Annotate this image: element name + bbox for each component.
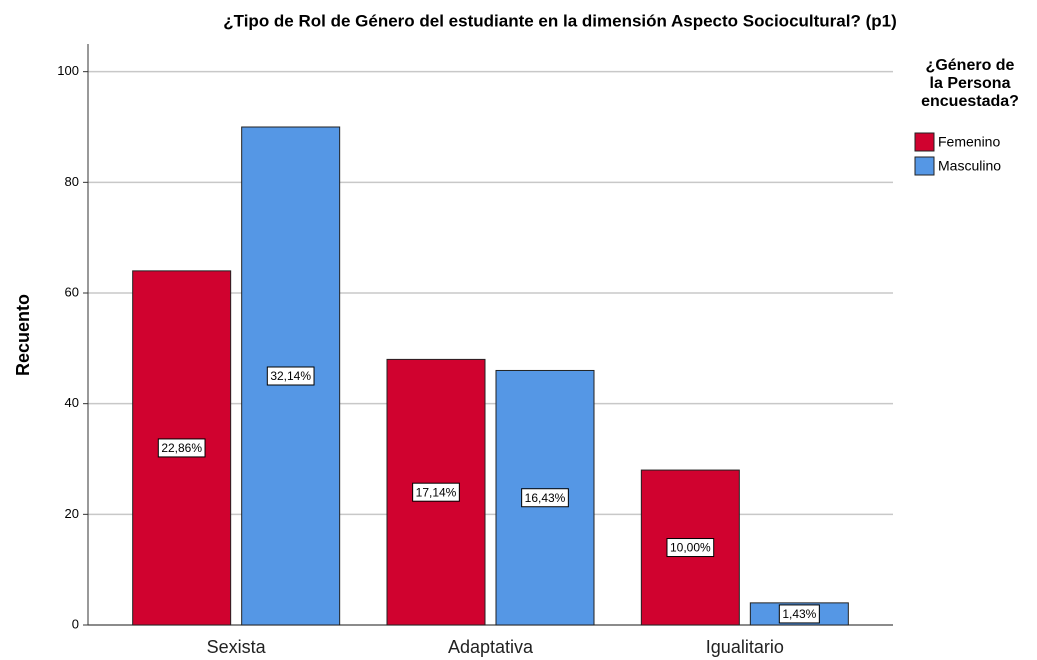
y-axis-label: Recuento: [13, 294, 33, 376]
data-label-box: [157, 438, 206, 458]
data-label-box: [778, 604, 820, 624]
data-label: 32,14%: [270, 369, 311, 383]
data-label-box: [521, 488, 569, 508]
data-label: 16,43%: [525, 491, 566, 505]
legend-title: la Persona: [930, 75, 1011, 92]
y-tick-label: 100: [57, 63, 79, 78]
y-tick-label: 40: [65, 395, 79, 410]
legend-swatch: [914, 156, 935, 176]
legend-label: Masculino: [938, 158, 1001, 174]
data-label-box: [412, 482, 460, 502]
legend-title: ¿Género de: [926, 57, 1015, 74]
x-tick-label: Sexista: [207, 637, 267, 657]
y-tick-label: 60: [65, 284, 79, 299]
y-tick-label: 20: [65, 506, 79, 521]
data-label: 1,43%: [782, 607, 816, 621]
y-tick-label: 0: [72, 616, 79, 631]
data-label: 10,00%: [670, 541, 711, 555]
chart-title: ¿Tipo de Rol de Género del estudiante en…: [223, 11, 896, 30]
y-tick-label: 80: [65, 174, 79, 189]
data-label: 22,86%: [161, 441, 202, 455]
x-tick-label: Adaptativa: [448, 637, 534, 657]
legend-swatch: [914, 132, 935, 152]
data-label-box: [266, 366, 315, 386]
data-label: 17,14%: [416, 485, 457, 499]
data-label-box: [666, 538, 715, 558]
legend-label: Femenino: [938, 134, 1000, 150]
x-tick-label: Igualitario: [706, 637, 784, 657]
legend-title: encuestada?: [921, 93, 1019, 110]
